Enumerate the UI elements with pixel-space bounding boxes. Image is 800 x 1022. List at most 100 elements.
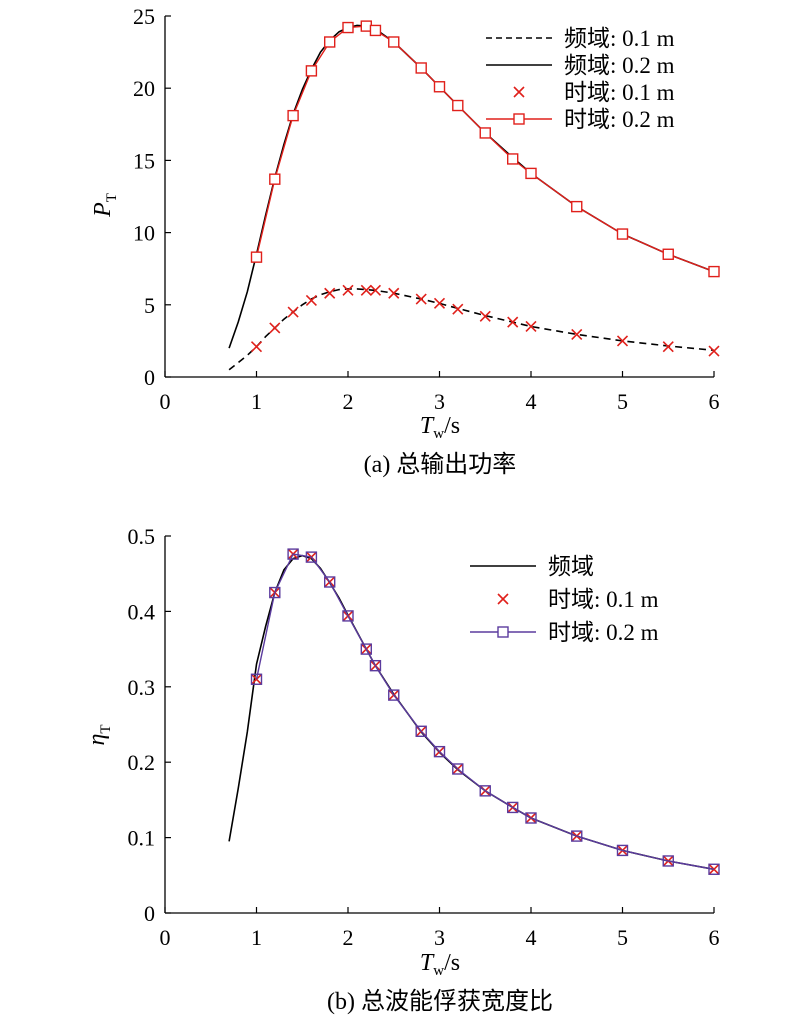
square-marker bbox=[342, 610, 354, 622]
y-tick-label: 0.4 bbox=[128, 599, 156, 624]
series-a-0 bbox=[228, 288, 715, 371]
x-ticks-a: 0 1 2 3 4 5 6 bbox=[160, 371, 720, 414]
x-tick-label: 6 bbox=[709, 925, 720, 950]
y-tick-label: 0.5 bbox=[128, 524, 156, 549]
y-tick-label: 15 bbox=[133, 148, 155, 173]
y-tick-label: 0 bbox=[144, 901, 155, 926]
square-marker bbox=[324, 576, 336, 588]
x-marker bbox=[360, 284, 372, 296]
square-marker bbox=[388, 36, 400, 48]
square-marker bbox=[305, 551, 318, 563]
x-marker bbox=[388, 287, 400, 299]
square-marker bbox=[324, 36, 336, 48]
square-marker bbox=[433, 745, 446, 758]
x-tick-label: 3 bbox=[434, 389, 445, 414]
x-marker bbox=[324, 287, 336, 299]
square-marker bbox=[571, 200, 583, 213]
square-marker bbox=[269, 173, 281, 185]
square-marker bbox=[662, 248, 674, 260]
x-marker bbox=[287, 306, 299, 318]
y-tick-label: 10 bbox=[133, 221, 155, 246]
x-marker bbox=[250, 341, 263, 353]
square-marker bbox=[360, 643, 372, 655]
legend-label: 时域: 0.2 m bbox=[548, 620, 659, 645]
legend-b: 频域 时域: 0.1 m 时域: 0.2 m bbox=[470, 554, 659, 645]
y-axis-label-b: ηT bbox=[84, 724, 114, 745]
x-marker bbox=[369, 284, 382, 296]
x-marker bbox=[479, 310, 491, 322]
x-tick-label: 2 bbox=[343, 389, 354, 414]
x-tick-label: 5 bbox=[617, 925, 628, 950]
x-marker bbox=[662, 341, 674, 353]
x-marker bbox=[525, 320, 537, 333]
square-marker bbox=[479, 785, 491, 797]
legend-item-a-0: 频域: 0.1 m bbox=[486, 26, 675, 51]
chart-panel-a: 0 1 2 3 4 5 6 0 5 10 15 20 25 PT Tw/s (a) 总输出功率 频域:… bbox=[90, 4, 720, 478]
x-ticks-b: 0 1 2 3 4 5 6 bbox=[160, 907, 720, 950]
square-marker bbox=[388, 689, 400, 701]
x-tick-label: 1 bbox=[251, 389, 262, 414]
square-marker bbox=[369, 24, 382, 37]
square-marker bbox=[507, 153, 519, 165]
y-tick-label: 25 bbox=[133, 4, 155, 29]
x-marker bbox=[708, 345, 720, 357]
y-tick-label: 0.1 bbox=[128, 826, 156, 851]
series-line bbox=[255, 553, 715, 870]
square-marker bbox=[452, 99, 464, 112]
chart-panel-b: 0 1 2 3 4 5 6 0 0.1 0.2 0.3 0.4 0.5 ηT Tw/s (b) 总波能… bbox=[84, 524, 720, 1015]
x-tick-label: 4 bbox=[526, 925, 537, 950]
legend-label: 频域: 0.1 m bbox=[564, 26, 675, 51]
square-marker bbox=[250, 673, 263, 685]
legend-item-a-3: 时域: 0.2 m bbox=[486, 107, 675, 132]
square-marker bbox=[415, 62, 427, 74]
square-marker bbox=[369, 659, 382, 672]
x-tick-label: 2 bbox=[343, 925, 354, 950]
legend-item-a-1: 频域: 0.2 m bbox=[486, 53, 675, 78]
x-marker bbox=[415, 293, 427, 305]
square-marker bbox=[415, 725, 427, 737]
x-tick-label: 4 bbox=[526, 389, 537, 414]
square-marker bbox=[479, 127, 491, 139]
square-marker bbox=[708, 863, 720, 875]
square-marker bbox=[708, 265, 720, 278]
legend-label: 时域: 0.2 m bbox=[564, 107, 675, 132]
x-marker bbox=[342, 284, 354, 296]
square-marker bbox=[287, 109, 299, 122]
y-axis-label-a: PT bbox=[90, 193, 120, 218]
square-marker bbox=[342, 21, 354, 34]
x-marker bbox=[571, 328, 583, 340]
legend-label: 时域: 0.1 m bbox=[564, 80, 675, 105]
legend-item-a-2: 时域: 0.1 m bbox=[513, 80, 675, 105]
y-tick-label: 0.2 bbox=[128, 750, 156, 775]
square-marker bbox=[662, 855, 674, 867]
legend-a: 频域: 0.1 m 频域: 0.2 m 时域: 0.1 m 时域: 0.2 m bbox=[486, 26, 675, 132]
legend-label: 频域 bbox=[548, 554, 594, 579]
x-marker bbox=[507, 316, 519, 328]
y-ticks-a: 0 5 10 15 20 25 bbox=[133, 4, 171, 390]
x-tick-label: 5 bbox=[617, 389, 628, 414]
square-marker bbox=[616, 228, 629, 240]
y-tick-label: 0 bbox=[144, 365, 155, 390]
square-marker bbox=[305, 65, 318, 77]
legend-label: 时域: 0.1 m bbox=[548, 587, 659, 612]
square-marker bbox=[525, 812, 537, 824]
square-marker bbox=[525, 167, 537, 180]
legend-item-b-1: 时域: 0.1 m bbox=[497, 587, 659, 612]
x-axis-label-b: Tw/s bbox=[420, 950, 460, 979]
square-marker bbox=[287, 548, 299, 560]
caption-b: (b) 总波能俘获宽度比 bbox=[327, 988, 553, 1015]
y-tick-label: 20 bbox=[133, 76, 155, 101]
legend-item-b-0: 频域 bbox=[470, 554, 594, 579]
x-axis-label-a: Tw/s bbox=[420, 413, 460, 442]
x-marker bbox=[433, 297, 446, 309]
x-marker bbox=[452, 303, 464, 315]
legend-label: 频域: 0.2 m bbox=[564, 53, 675, 78]
square-marker bbox=[433, 81, 446, 93]
series-a-2 bbox=[250, 284, 720, 357]
series-a bbox=[228, 20, 720, 371]
caption-a: (a) 总输出功率 bbox=[364, 451, 517, 478]
series-b bbox=[228, 548, 720, 875]
legend-item-b-2: 时域: 0.2 m bbox=[470, 620, 659, 645]
x-tick-label: 0 bbox=[160, 925, 171, 950]
